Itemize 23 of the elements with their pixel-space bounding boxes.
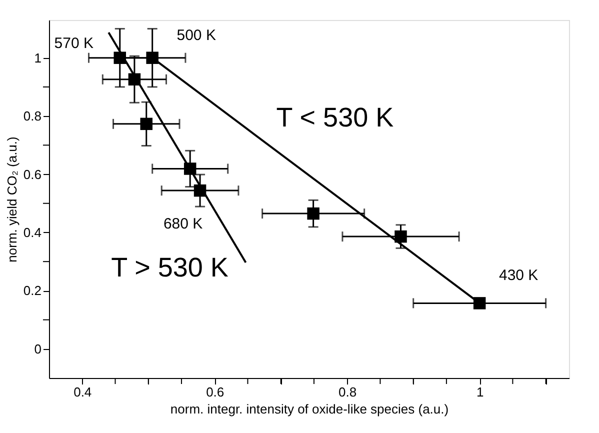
annotation: 500 K <box>176 26 216 44</box>
annotation: 430 K <box>498 267 538 284</box>
y-tick-label: 0.6 <box>23 166 42 182</box>
annotation: T > 530 K <box>111 252 228 282</box>
x-tick-label: 0.8 <box>338 384 357 400</box>
x-tick-label: 0.4 <box>74 384 92 400</box>
point <box>473 297 486 310</box>
point <box>140 118 152 130</box>
point <box>146 52 158 64</box>
y-tick-label: 0.2 <box>23 283 42 298</box>
y-tick-label: 0.8 <box>23 108 42 124</box>
y-tick-label: 0 <box>34 341 42 356</box>
annotation: 570 K <box>54 34 94 52</box>
point <box>394 230 407 243</box>
point <box>307 207 320 220</box>
x-tick-label: 0.6 <box>206 384 224 400</box>
x-tick-label: 1 <box>476 384 484 400</box>
y-tick-label: 0.4 <box>23 224 42 240</box>
annotation: 680 K <box>163 216 203 233</box>
y-axis-title: norm. yield CO₂ (a.u.) <box>4 136 20 262</box>
x-axis-title: norm. integr. intensity of oxide-like species (a.u.) <box>170 402 449 416</box>
y-tick-label: 1 <box>34 50 42 66</box>
annotation: T < 530 K <box>276 102 394 133</box>
